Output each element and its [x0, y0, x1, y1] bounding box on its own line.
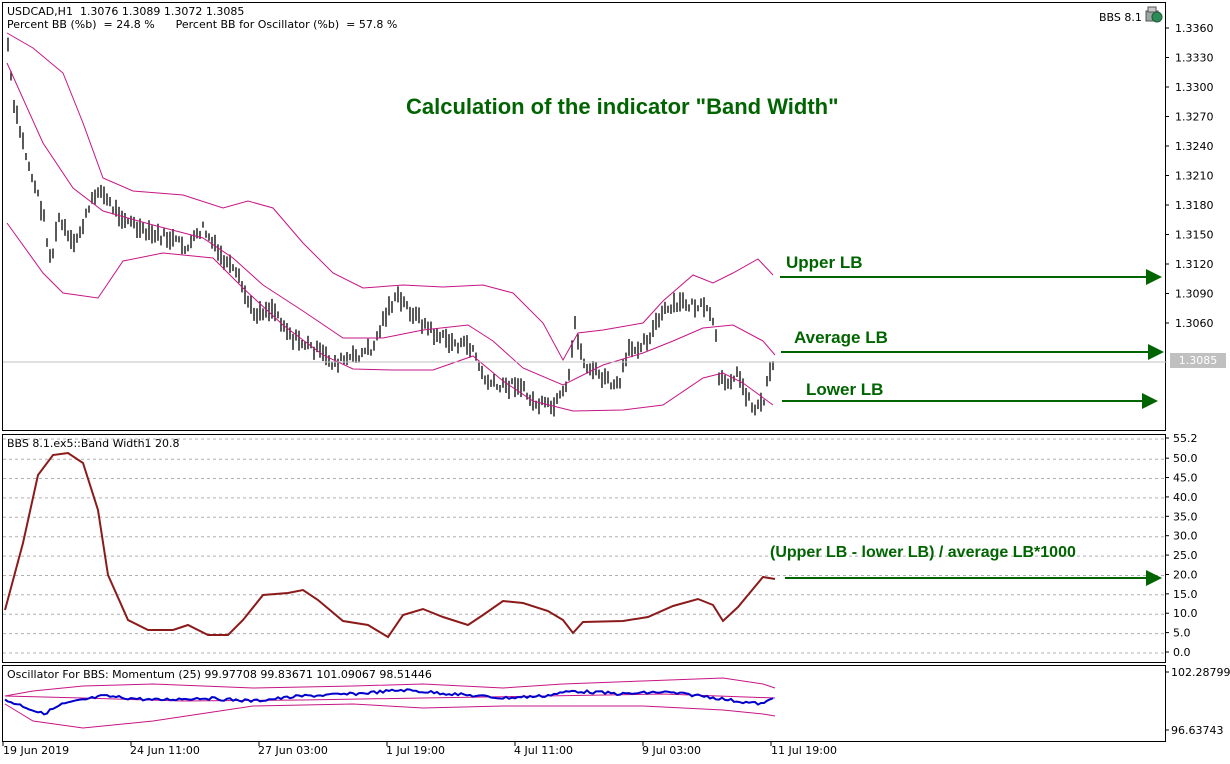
momentum-line — [4, 688, 774, 716]
average-band-line — [6, 62, 776, 386]
band-width-line — [4, 451, 776, 639]
time-label-1: 24 Jun 11:00 — [130, 744, 200, 757]
lower-band-line — [6, 222, 774, 412]
time-label-0: 19 Jun 2019 — [3, 744, 70, 757]
band-width-axis-label: 40.0 — [1173, 491, 1198, 504]
band-width-axis-label: 30.0 — [1173, 530, 1198, 543]
band-width-pane[interactable]: BBS 8.1.ex5::Band Width1 20.8 — [2, 434, 1167, 663]
expert-advisor-label: BBS 8.1 — [1099, 11, 1142, 24]
price-axis-label: 1.3270 — [1175, 111, 1214, 124]
price-axis-label: 1.3060 — [1175, 317, 1214, 330]
price-chart-svg — [3, 32, 1167, 417]
symbol-info: USDCAD,H1 1.3076 1.3089 1.3072 1.3085 — [7, 5, 245, 18]
band-width-axis-label: 45.0 — [1173, 472, 1198, 485]
lower-lb-annotation: Lower LB — [806, 380, 884, 399]
price-axis-label: 1.3090 — [1175, 288, 1214, 301]
oscillator-header: Oscillator For BBS: Momentum (25) 99.977… — [7, 668, 432, 681]
band-width-axis-label: 15.0 — [1173, 588, 1198, 601]
band-width-axis-label: 0.0 — [1173, 646, 1191, 659]
oscillator-svg — [4, 677, 776, 729]
price-axis-label: 1.3180 — [1175, 199, 1214, 212]
price-axis-label: 1.3120 — [1175, 258, 1214, 271]
band-width-formula: (Upper LB - lower LB) / average LB*1000 — [770, 544, 1076, 561]
band-width-axis-label: 20.0 — [1173, 568, 1198, 581]
time-label-2: 27 Jun 03:00 — [258, 744, 328, 757]
band-width-axis-label: 35.0 — [1173, 510, 1198, 523]
time-label-4: 4 Jul 11:00 — [514, 744, 573, 757]
oscillator-axis-label: 96.63743 — [1171, 724, 1224, 737]
upper-band-line — [6, 32, 774, 362]
upper-lb-annotation: Upper LB — [786, 253, 863, 272]
time-label-3: 1 Jul 19:00 — [386, 744, 445, 757]
price-axis-label: 1.3240 — [1175, 140, 1214, 153]
price-axis-label: 1.3210 — [1175, 170, 1214, 183]
band-width-axis-label: 10.0 — [1173, 607, 1198, 620]
band-width-axis-label: 5.0 — [1173, 627, 1191, 640]
current-price-tag: 1.3085 — [1170, 353, 1226, 368]
oscillator-axis-label: 102.28799 — [1171, 666, 1230, 679]
oscillator-pane[interactable]: Oscillator For BBS: Momentum (25) 99.977… — [2, 665, 1166, 742]
price-axis-label: 1.3300 — [1175, 81, 1214, 94]
price-axis-label: 1.3330 — [1175, 52, 1214, 65]
average-lb-annotation: Average LB — [794, 328, 888, 347]
band-width-axis-label: 55.2 — [1173, 432, 1198, 445]
chart-title: Calculation of the indicator "Band Width… — [406, 94, 839, 119]
expert-advisor-icon[interactable] — [1145, 5, 1163, 23]
price-axis-label: 1.3360 — [1175, 22, 1214, 35]
price-chart-pane[interactable]: USDCAD,H1 1.3076 1.3089 1.3072 1.3085 Pe… — [2, 2, 1167, 431]
price-axis-label: 1.3150 — [1175, 229, 1214, 242]
band-width-header: BBS 8.1.ex5::Band Width1 20.8 — [7, 437, 180, 450]
band-width-axis-label: 50.0 — [1173, 452, 1198, 465]
percent-bb-info: Percent BB (%b) = 24.8 % Percent BB for … — [7, 18, 398, 31]
band-width-axis-label: 25.0 — [1173, 549, 1198, 562]
time-label-5: 9 Jul 03:00 — [642, 744, 701, 757]
oscillator-lower-band — [4, 703, 776, 729]
band-width-svg — [3, 438, 1167, 654]
time-label-6: 11 Jul 19:00 — [771, 744, 837, 757]
oscillator-middle-band — [4, 693, 776, 702]
oscillator-upper-band — [4, 677, 776, 697]
